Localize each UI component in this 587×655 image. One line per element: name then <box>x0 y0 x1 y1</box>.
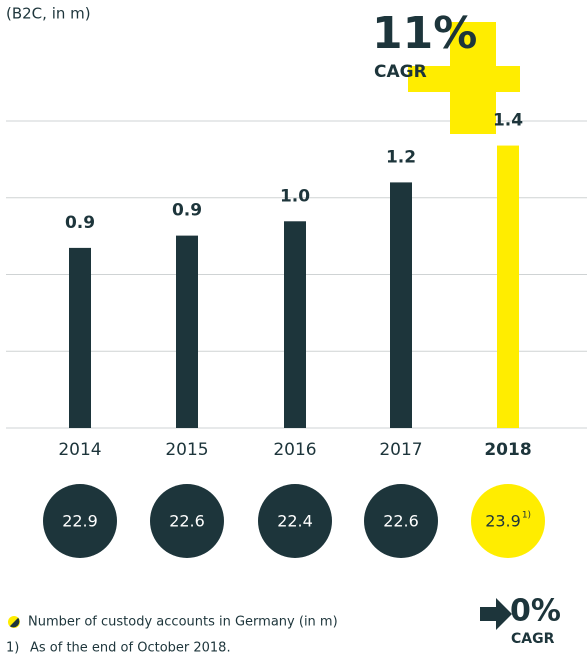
account-value: 23.9 <box>485 512 521 531</box>
bar <box>284 221 306 428</box>
account-circle <box>471 484 545 558</box>
x-tick-label: 2017 <box>379 440 422 460</box>
data-label: 1.0 <box>280 186 310 206</box>
account-circle <box>364 484 438 558</box>
arrow-icon <box>480 598 512 630</box>
data-label: 1.4 <box>493 111 523 131</box>
subtitle: (B2C, in m) <box>6 5 91 23</box>
cagr-value: 0% <box>510 594 561 629</box>
footnote-text: As of the end of October 2018. <box>30 641 231 655</box>
account-value: 22.4 <box>277 512 313 531</box>
plus-icon <box>408 66 520 92</box>
x-tick-label: 2014 <box>58 440 101 460</box>
x-tick-label: 2016 <box>273 440 316 460</box>
bar <box>69 247 91 428</box>
bar <box>497 145 519 428</box>
bar <box>390 182 412 428</box>
account-circle <box>43 484 117 558</box>
data-label: 0.9 <box>172 201 202 221</box>
legend-icon <box>8 616 20 628</box>
cagr-value: 11% <box>372 8 477 59</box>
account-circle <box>258 484 332 558</box>
data-label: 1.2 <box>386 147 416 167</box>
account-circle <box>150 484 224 558</box>
footnote-mark: 1) <box>522 511 531 521</box>
account-value: 22.9 <box>62 512 98 531</box>
x-tick-label: 2018 <box>484 440 531 460</box>
legend-label: Number of custody accounts in Germany (i… <box>28 615 338 630</box>
cagr-label: CAGR <box>511 631 555 647</box>
account-value: 22.6 <box>169 512 205 531</box>
data-label: 0.9 <box>65 213 95 233</box>
account-value: 22.6 <box>383 512 419 531</box>
x-tick-label: 2015 <box>165 440 208 460</box>
cagr-label: CAGR <box>374 62 427 82</box>
footnote-mark: 1) <box>6 641 19 655</box>
bar <box>176 235 198 428</box>
